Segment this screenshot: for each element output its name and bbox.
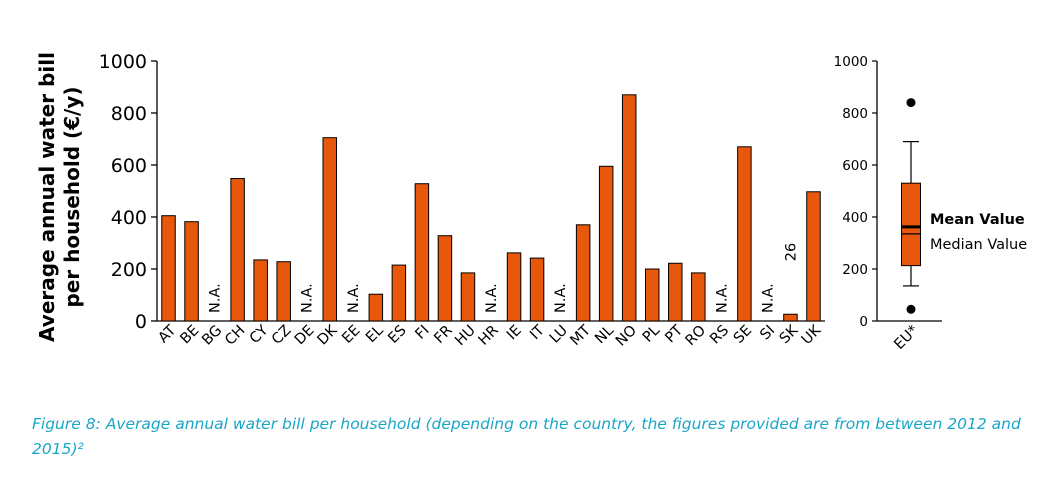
main-bar-chart: Average annual water bill per household … [35, 51, 825, 350]
bar-be [184, 221, 199, 322]
x-tick-label-bg: BG [199, 323, 225, 349]
x-tick-label-it: IT [527, 322, 548, 343]
bar-fr [437, 235, 453, 322]
x-tick-label-dk: DK [315, 322, 341, 348]
x-tick-label-de: DE [292, 323, 318, 349]
bar-uk [806, 191, 821, 322]
bar-se [737, 146, 752, 322]
bar-es [391, 264, 407, 322]
x-tick-label-ro: RO [683, 323, 710, 350]
x-tick-label-si: SI [757, 323, 778, 344]
bar-ch [230, 178, 245, 322]
na-label-lu: N.A. [553, 283, 569, 313]
iqr-box [901, 182, 921, 267]
box-y-tick-label: 1000 [834, 54, 868, 70]
box-y-tick-label: 600 [842, 158, 868, 174]
x-tick-label-el: EL [363, 323, 387, 347]
na-label-si: N.A. [760, 283, 776, 313]
x-tick-label-uk: UK [799, 322, 825, 348]
bar-cz [276, 261, 291, 322]
main-y-tick-label: 400 [111, 207, 147, 229]
x-tick-label-pl: PL [640, 323, 663, 346]
outlier-point [906, 304, 916, 314]
x-tick-label-ch: CH [222, 323, 248, 349]
box-y-tick-label: 200 [842, 262, 868, 278]
bar-it [529, 257, 545, 322]
x-tick-label-eu: EU* [891, 323, 921, 353]
x-tick-label-pt: PT [662, 322, 686, 346]
bar-pl [644, 268, 660, 322]
box-y-tick-label: 800 [842, 106, 868, 122]
x-tick-label-hr: HR [476, 323, 502, 349]
value-label-sk: 26 [783, 243, 799, 261]
na-label-bg: N.A. [208, 283, 224, 313]
main-y-tick-label: 200 [111, 259, 147, 281]
main-y-tick-label: 800 [111, 103, 147, 125]
na-label-hr: N.A. [484, 283, 500, 313]
main-y-tick-label: 1000 [99, 51, 147, 73]
x-tick-label-rs: RS [707, 323, 732, 348]
bar-dk [322, 137, 338, 322]
legend-mean-value: Mean Value [930, 212, 1025, 228]
na-label-ee: N.A. [346, 283, 362, 313]
x-tick-label-hu: HU [452, 323, 479, 350]
box-y-tick-label: 400 [842, 210, 868, 226]
outlier-point [906, 98, 916, 108]
x-tick-label-be: BE [178, 323, 203, 348]
x-tick-label-cz: CZ [269, 322, 295, 348]
x-tick-label-fr: FR [431, 323, 455, 347]
x-tick-label-lu: LU [547, 323, 571, 347]
na-label-rs: N.A. [714, 283, 730, 313]
x-tick-label-at: AT [156, 322, 180, 346]
x-tick-label-nl: NL [592, 323, 617, 348]
bar-nl [598, 165, 614, 322]
main-y-tick-label: 0 [135, 311, 147, 333]
eu-box-plot: 0 200 400 600 800 1000 EU* Mean Value Median … [834, 54, 1028, 353]
bar-at [161, 215, 176, 322]
box-y-tick-label: 0 [859, 314, 868, 330]
y-axis-label-line1: Average annual water bill [35, 52, 59, 342]
x-tick-label-es: ES [385, 323, 409, 347]
bar-pt [668, 262, 683, 322]
x-tick-label-sk: SK [777, 322, 802, 347]
figure-caption: Figure 8: Average annual water bill per … [32, 415, 1021, 458]
x-tick-label-cy: CY [247, 322, 272, 347]
x-tick-label-mt: MT [568, 322, 595, 349]
bar-ie [506, 252, 522, 322]
x-tick-label-ie: IE [504, 323, 525, 344]
bar-mt [575, 224, 591, 322]
x-tick-label-no: NO [613, 323, 640, 350]
y-axis-label-line2: per household (€/y) [60, 86, 84, 307]
bar-fi [414, 183, 430, 322]
bar-el [368, 293, 384, 322]
bar-no [621, 94, 637, 322]
bar-sk [783, 313, 798, 322]
bar-cy [253, 259, 268, 322]
legend-median-value: Median Value [930, 237, 1027, 253]
bar-hu [460, 272, 476, 322]
bar-ro [691, 272, 706, 322]
x-tick-label-se: SE [731, 323, 755, 347]
x-tick-label-fi: FI [412, 323, 432, 343]
x-tick-label-ee: EE [339, 323, 363, 347]
na-label-de: N.A. [300, 283, 316, 313]
main-y-tick-label: 600 [111, 155, 147, 177]
